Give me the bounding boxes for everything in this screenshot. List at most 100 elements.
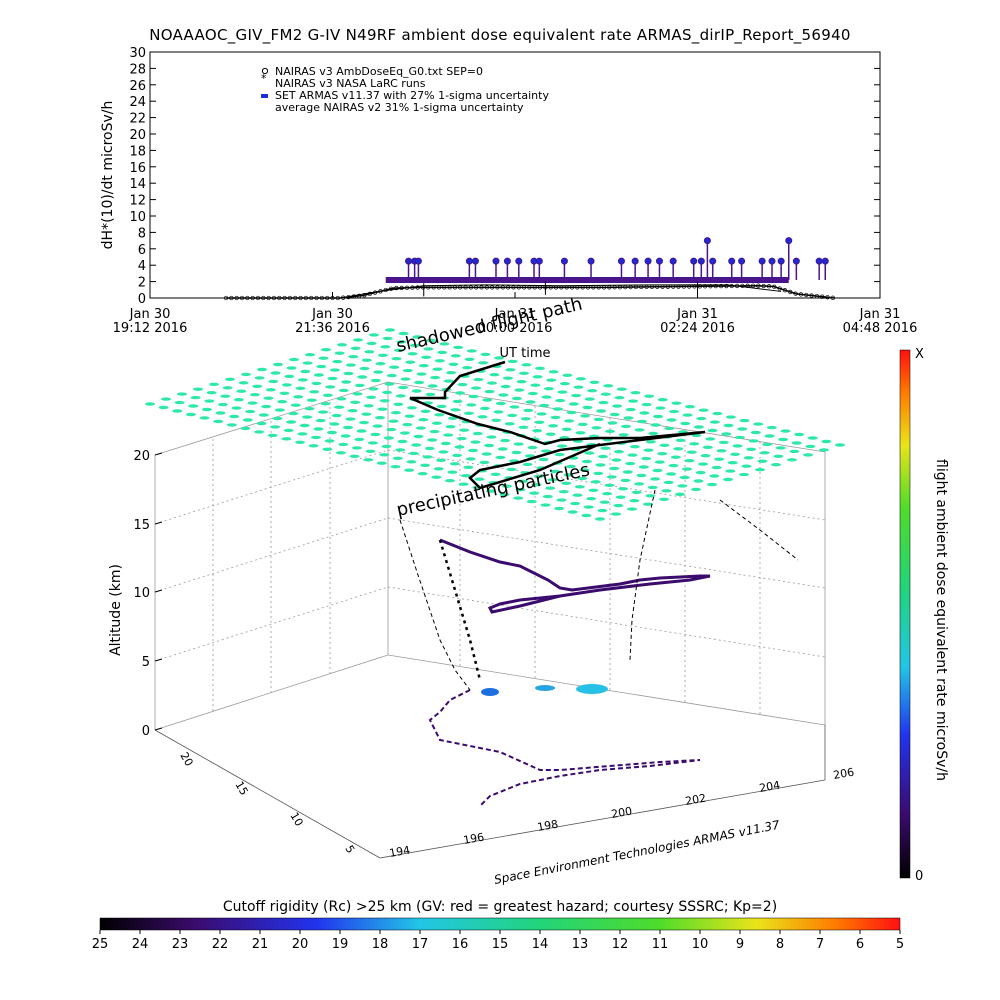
particle-cell — [281, 383, 292, 387]
series-nairas-g0-point — [335, 295, 340, 301]
particle-cell — [408, 451, 419, 456]
particle-cell — [417, 472, 428, 476]
particle-cell — [443, 433, 454, 437]
series-armas-point — [587, 257, 595, 265]
particle-cell — [606, 475, 617, 479]
particle-cell — [311, 435, 321, 440]
particle-cell — [489, 373, 500, 377]
particle-cell — [329, 422, 340, 426]
particle-cell — [654, 460, 665, 464]
particle-cell — [666, 472, 677, 476]
particle-cell — [659, 443, 670, 447]
series-nairas-g0-point — [261, 295, 266, 301]
particle-cell — [190, 395, 201, 400]
series-nairas-g0-point — [319, 295, 325, 301]
right-colorbar-label: flight ambient dose equivalent rate micr… — [933, 459, 949, 781]
particle-cell — [571, 393, 582, 398]
particle-cell — [521, 363, 532, 367]
series-nairas-g0-point — [250, 295, 255, 301]
particle-cell — [645, 494, 656, 498]
particle-cell — [495, 401, 506, 406]
particle-cell — [370, 378, 381, 383]
particle-cell — [215, 411, 226, 415]
particle-cell — [581, 513, 592, 518]
particle-cell — [539, 403, 550, 408]
cloud-cell-1 — [481, 688, 499, 696]
particle-cell — [395, 394, 406, 398]
particle-cell — [572, 493, 583, 497]
series-nairas-g0-point — [713, 284, 718, 289]
series-armas-point — [709, 257, 717, 265]
particle-cell — [452, 399, 463, 404]
series-nairas-g0-point — [479, 285, 484, 290]
particle-cell — [297, 432, 308, 436]
particle-cell — [577, 476, 588, 481]
particle-cell — [526, 499, 537, 504]
chart-title: NOAAAOC_GIV_FM2 G-IV N49RF ambient dose … — [149, 26, 851, 45]
particle-cell — [507, 359, 518, 364]
particle-cell — [755, 468, 765, 472]
particle-cell — [350, 400, 361, 404]
particle-cell — [562, 373, 573, 377]
particle-cell — [532, 429, 543, 433]
particle-cell — [434, 413, 445, 417]
series-armas-point — [465, 257, 473, 265]
series-armas-point — [821, 257, 829, 265]
particle-cell — [748, 439, 759, 443]
bottom-colorbar-tick-label: 25 — [92, 937, 109, 952]
series-nairas-g0-point — [798, 292, 804, 297]
particle-cell — [695, 470, 706, 475]
particle-cell — [289, 357, 299, 362]
particle-cell — [316, 364, 327, 369]
particle-cell — [425, 392, 436, 397]
particle-cell — [478, 361, 489, 365]
right-colorbar-bar — [899, 349, 911, 879]
particle-cell — [709, 420, 720, 424]
altitude-tick-label: 5 — [142, 655, 150, 670]
flight-path-vertical-dashes-3 — [629, 489, 656, 661]
legend-entry-2: NAIRAS v3 NASA LaRC runs — [275, 77, 426, 90]
particle-cell — [424, 446, 435, 451]
particle-cell — [320, 402, 331, 406]
series-nairas-g0-point — [814, 293, 820, 299]
particle-cell — [675, 492, 685, 496]
particle-cell — [383, 436, 394, 440]
particle-cell — [318, 410, 329, 414]
top-ytick-label: 2 — [138, 276, 146, 291]
particle-cell — [500, 384, 511, 389]
particle-cell — [618, 487, 629, 491]
longitude-ticks: 194 196 198 200 202 204 206 — [388, 766, 855, 860]
particle-cell — [595, 517, 605, 521]
particle-cell — [516, 380, 527, 384]
particle-cell — [398, 331, 409, 336]
particle-cell — [431, 475, 442, 479]
series-armas-point — [728, 257, 736, 265]
particle-cell — [238, 381, 249, 385]
particle-cell — [407, 352, 418, 356]
particle-cell — [593, 471, 604, 476]
particle-cell — [519, 371, 529, 375]
top-ytick-label: 28 — [129, 62, 146, 77]
particle-cell — [711, 465, 722, 470]
particle-cell — [693, 479, 704, 483]
particle-cell — [281, 437, 292, 441]
series-nairas-g0-point — [809, 293, 814, 298]
particle-cell — [497, 447, 508, 451]
particle-cell — [450, 408, 461, 412]
bottom-colorbar-tick-label: 6 — [856, 937, 864, 952]
particle-cell — [402, 422, 413, 427]
particle-cell — [499, 492, 510, 497]
series-nairas-g0-point — [761, 283, 766, 289]
particle-cell — [723, 477, 733, 482]
particle-cell — [552, 407, 563, 411]
particle-cell — [693, 425, 704, 429]
particle-cell — [356, 429, 367, 433]
particle-cell — [663, 480, 674, 485]
particle-cell — [161, 397, 171, 401]
particle-cell — [597, 508, 608, 513]
series-nairas-g0-point — [495, 285, 500, 290]
particle-cell — [386, 373, 397, 378]
top-ytick-label: 18 — [129, 144, 146, 159]
particle-cell — [627, 453, 638, 457]
